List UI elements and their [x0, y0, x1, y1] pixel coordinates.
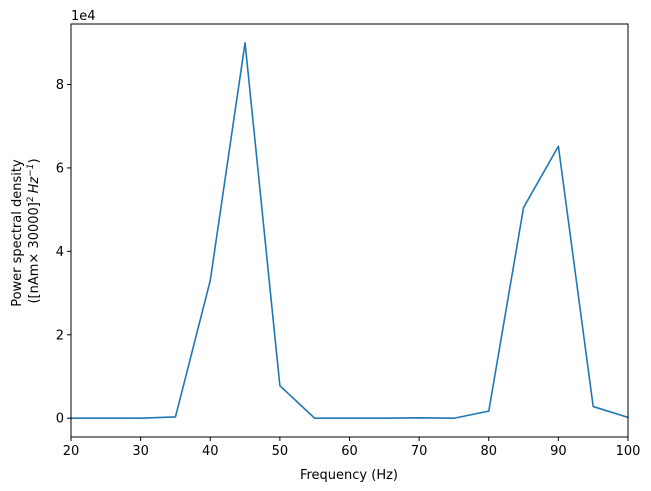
y-tick-label: 4 [56, 245, 64, 260]
x-axis-title: Frequency (Hz) [300, 468, 398, 483]
y-axis-title: Power spectral density ([nAm× 30000]2 Hz−… [10, 155, 42, 307]
x-tick-label: 30 [132, 444, 149, 459]
y-offset-label: 1e4 [71, 9, 96, 24]
y-tick-label: 2 [56, 328, 64, 343]
y-axis-title-suffix: ) [27, 158, 42, 163]
y-tick-label: 0 [56, 412, 64, 427]
x-tick-label: 80 [480, 444, 497, 459]
x-tick-label: 60 [341, 444, 358, 459]
x-tick-label: 20 [63, 444, 80, 459]
y-axis-title-sup1: 2 [26, 196, 36, 202]
x-tick-label: 70 [411, 444, 428, 459]
x-tick-label: 100 [616, 444, 641, 459]
axes-frame [70, 23, 629, 438]
y-axis-title-unit: Hz [27, 176, 42, 194]
x-tick-label: 40 [202, 444, 219, 459]
y-axis-title-sup2: −1 [26, 164, 36, 177]
y-axis-title-line1: Power spectral density [10, 159, 25, 307]
y-tick-label: 6 [56, 161, 64, 176]
x-tick-label: 90 [550, 444, 567, 459]
psd-series-line [70, 41, 630, 420]
x-tick-label: 50 [272, 444, 289, 459]
y-tick-label: 8 [56, 78, 64, 93]
y-axis-title-line2-prefix: ([nAm× 30000] [27, 202, 42, 303]
